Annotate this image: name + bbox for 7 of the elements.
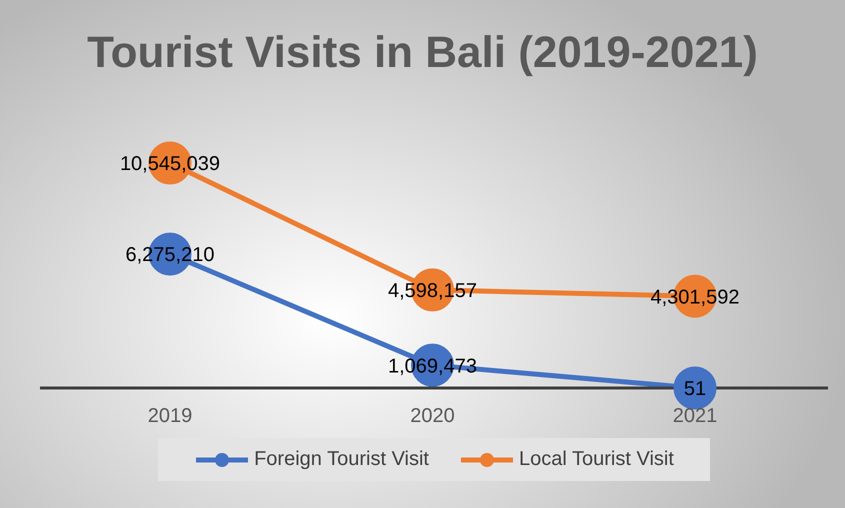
- data-label: 51: [684, 378, 706, 400]
- x-tick-label: 2021: [672, 405, 718, 428]
- chart-title: Tourist Visits in Bali (2019-2021): [86, 28, 759, 78]
- x-tick-label: 2019: [148, 405, 192, 428]
- x-tick-label: 2020: [410, 405, 455, 428]
- legend-label: Local Tourist Visit: [519, 448, 674, 471]
- legend-label: Foreign Tourist Visit: [254, 448, 429, 471]
